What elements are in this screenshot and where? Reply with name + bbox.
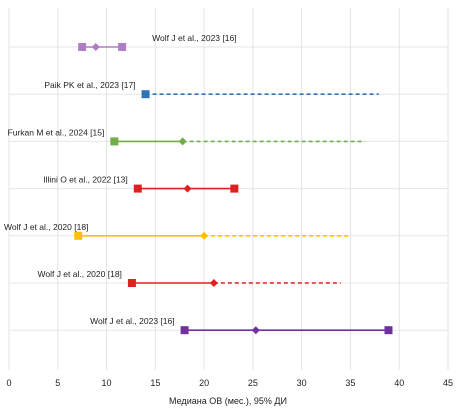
ci-lower-marker — [141, 90, 150, 99]
study-label: Wolf J et al., 2023 [16] — [90, 316, 174, 326]
median-marker — [183, 184, 192, 193]
x-tick-label: 15 — [150, 378, 160, 388]
x-tick-label: 25 — [248, 378, 258, 388]
study-row: Paik PK et al., 2023 [17] — [9, 80, 448, 99]
ci-lower-marker — [74, 231, 83, 240]
x-tick-label: 0 — [6, 378, 11, 388]
x-tick-label: 35 — [345, 378, 355, 388]
x-axis-ticks: 0 5 10 15 20 25 30 35 40 45 — [6, 378, 453, 388]
x-tick-label: 5 — [55, 378, 60, 388]
x-tick-label: 30 — [297, 378, 307, 388]
study-row: Wolf J et al., 2020 [18] — [4, 222, 448, 240]
study-label: Wolf J et al., 2020 [18] — [37, 269, 121, 279]
study-label: Illini O et al., 2022 [13] — [43, 175, 128, 185]
x-tick-label: 40 — [394, 378, 404, 388]
study-row: Wolf J et al., 2023 [16] — [9, 316, 448, 335]
ci-lower-marker — [78, 43, 87, 51]
ci-lower-marker — [127, 279, 136, 287]
ci-lower-marker — [133, 184, 142, 193]
median-marker — [209, 279, 218, 287]
study-row: Wolf J et al., 2020 [18] — [9, 269, 448, 287]
ci-lower-marker — [180, 326, 189, 335]
x-tick-label: 45 — [443, 378, 453, 388]
median-marker — [91, 43, 100, 51]
study-row: Illini O et al., 2022 [13] — [9, 175, 448, 193]
x-axis-label: Медиана ОВ (мес.), 95% ДИ — [169, 396, 287, 406]
study-row: Wolf J et al., 2023 [16] — [9, 33, 448, 51]
study-label: Furkan M et al., 2024 [15] — [8, 127, 105, 137]
x-tick-label: 10 — [102, 378, 112, 388]
ci-upper-marker — [230, 184, 239, 193]
study-rows: Wolf J et al., 2023 [16] Paik PK et al., … — [4, 33, 448, 335]
study-label: Wolf J et al., 2020 [18] — [4, 222, 88, 232]
ci-upper-marker — [118, 43, 127, 51]
median-marker — [200, 231, 209, 240]
study-row: Furkan M et al., 2024 [15] — [8, 127, 448, 146]
ci-upper-marker — [384, 326, 393, 335]
x-tick-label: 20 — [199, 378, 209, 388]
median-marker — [251, 326, 260, 335]
ci-lower-marker — [110, 137, 119, 146]
study-label: Wolf J et al., 2023 [16] — [152, 33, 236, 43]
study-label: Paik PK et al., 2023 [17] — [44, 80, 135, 90]
median-marker — [178, 137, 187, 146]
